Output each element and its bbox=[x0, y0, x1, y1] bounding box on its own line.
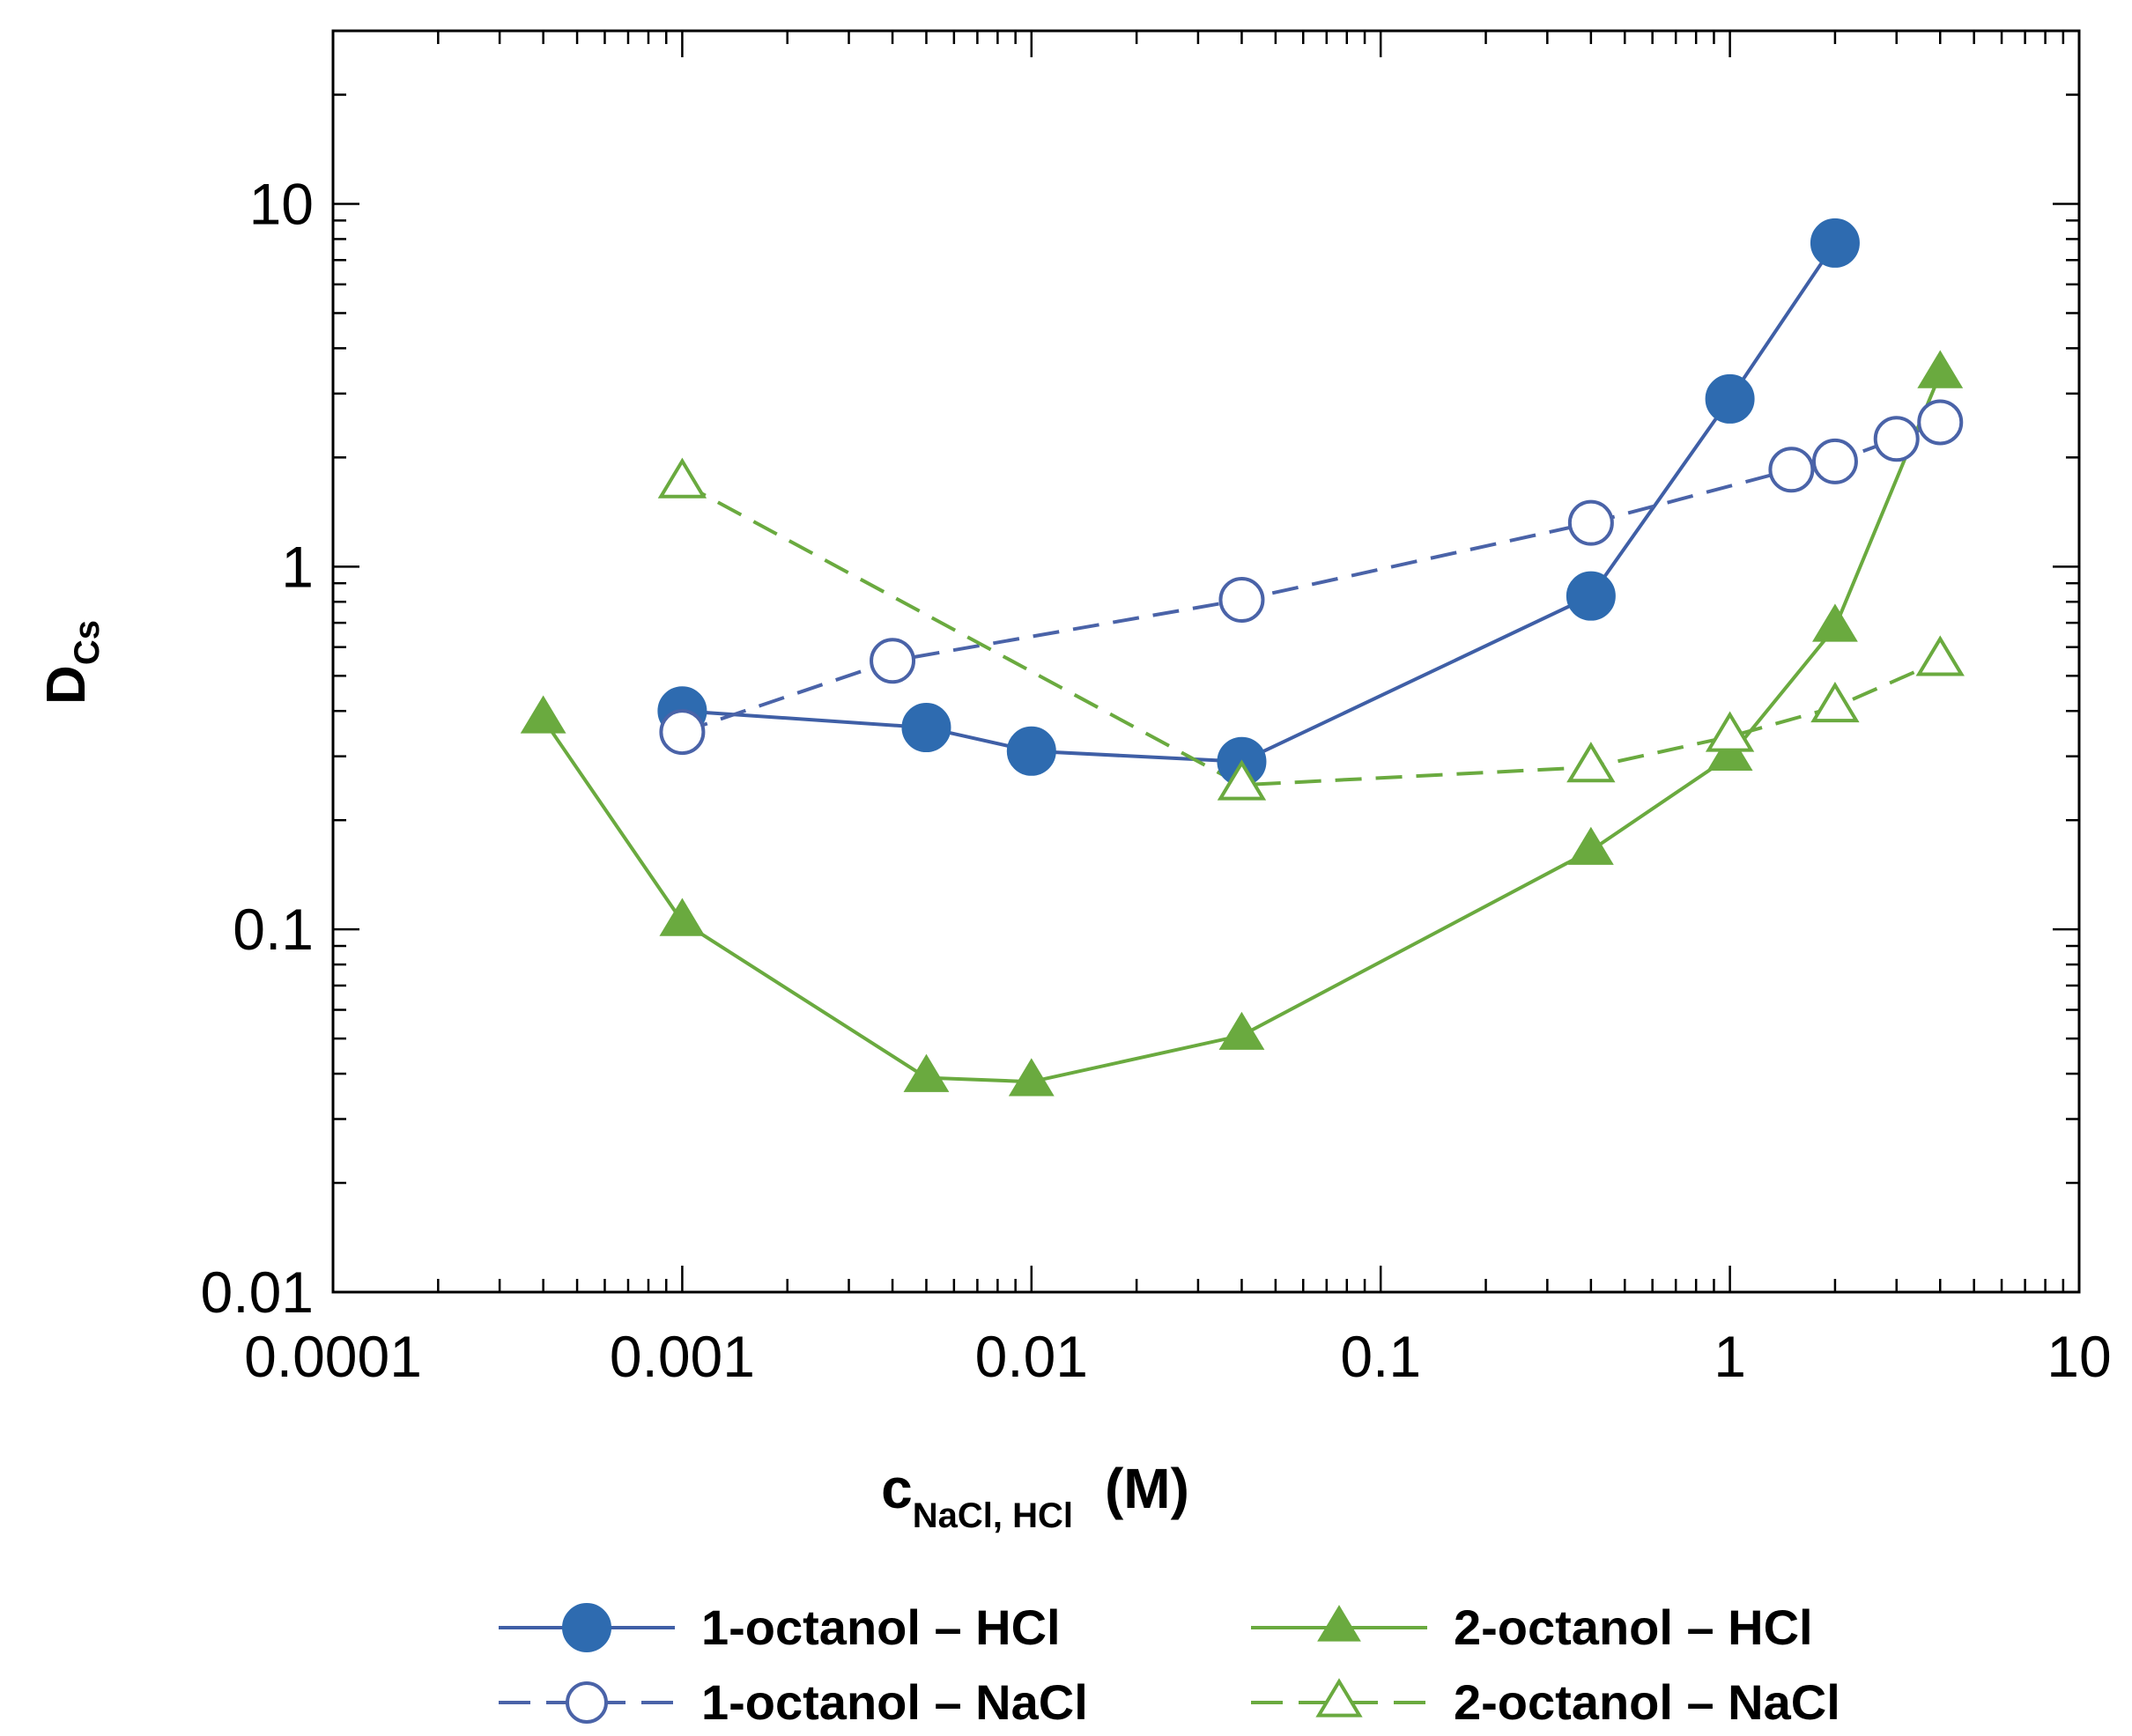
data-point bbox=[657, 457, 707, 499]
y-tick-label: 1 bbox=[281, 534, 314, 599]
x-tick-label: 0.0001 bbox=[244, 1324, 422, 1389]
data-point bbox=[1705, 373, 1755, 424]
data-point bbox=[1810, 218, 1860, 268]
data-point bbox=[1567, 826, 1614, 865]
data-point bbox=[1008, 1058, 1055, 1097]
data-point bbox=[1706, 732, 1753, 771]
data-point bbox=[1567, 499, 1614, 546]
data-point bbox=[1218, 1011, 1265, 1050]
plot-frame bbox=[331, 29, 2081, 1294]
x-tick-label: 1 bbox=[1714, 1324, 1746, 1389]
y-axis-title-main: D bbox=[36, 665, 97, 705]
series-line-2 bbox=[681, 420, 1941, 734]
data-point bbox=[1768, 447, 1815, 493]
data-point bbox=[903, 1053, 950, 1092]
y-tick-label: 0.1 bbox=[233, 897, 314, 962]
y-tick-label: 10 bbox=[249, 171, 314, 236]
y-tick-label: 0.01 bbox=[201, 1260, 314, 1325]
legend-marker bbox=[1317, 1605, 1361, 1642]
x-axis-title: cNaCl, HCl (M) bbox=[881, 1457, 1189, 1535]
data-point bbox=[1915, 635, 1965, 676]
x-tick-label: 0.01 bbox=[975, 1324, 1088, 1389]
x-tick-label: 0.1 bbox=[1340, 1324, 1421, 1389]
data-point bbox=[520, 695, 566, 734]
data-point bbox=[1705, 711, 1755, 752]
data-point bbox=[1917, 350, 1964, 388]
data-point bbox=[870, 638, 916, 684]
data-point bbox=[659, 709, 706, 756]
x-tick-label: 10 bbox=[2047, 1324, 2111, 1389]
data-point bbox=[1812, 603, 1858, 642]
data-point bbox=[1566, 742, 1616, 783]
data-point bbox=[1873, 416, 1920, 462]
legend-marker bbox=[562, 1603, 611, 1652]
svg-text:DCs: DCs bbox=[36, 620, 107, 705]
tick-labels: 0.0001 0.001 0.01 0.1 1 10 0.01 0.1 1 10 bbox=[201, 171, 2112, 1389]
series-line-4 bbox=[681, 481, 1942, 787]
data-point bbox=[1917, 399, 1964, 446]
y-axis-title: DCs bbox=[36, 620, 107, 705]
data-point bbox=[659, 898, 706, 936]
x-axis-title-sub: NaCl, HCl bbox=[913, 1496, 1073, 1535]
series-markers bbox=[520, 218, 1965, 1097]
legend-label: 2-octanol – NaCl bbox=[1454, 1674, 1840, 1730]
data-point bbox=[1811, 438, 1858, 484]
legend-label: 1-octanol – HCl bbox=[701, 1599, 1061, 1655]
data-point bbox=[1810, 681, 1860, 723]
y-axis-title-sub: Cs bbox=[68, 620, 107, 665]
series-lines bbox=[542, 241, 1943, 1084]
data-point bbox=[901, 703, 951, 753]
svg-text:cNaCl, HCl(M): cNaCl, HCl (M) bbox=[881, 1457, 1189, 1535]
series-line-1 bbox=[682, 241, 1837, 764]
x-axis-title-unit: (M) bbox=[1105, 1457, 1189, 1520]
data-point bbox=[1217, 759, 1267, 801]
x-axis-title-main: c bbox=[881, 1457, 913, 1520]
legend-label: 2-octanol – HCl bbox=[1454, 1599, 1813, 1655]
legend-marker bbox=[1315, 1678, 1363, 1718]
data-point bbox=[1566, 571, 1616, 621]
legend-marker bbox=[566, 1681, 608, 1724]
legend-label: 1-octanol – NaCl bbox=[701, 1674, 1088, 1730]
data-point bbox=[1218, 577, 1265, 624]
axis-ticks bbox=[331, 29, 2081, 1294]
data-point bbox=[1006, 726, 1056, 776]
legend: 1-octanol – HCl 2-octanol – HCl 1-octanol … bbox=[499, 1599, 1840, 1730]
x-tick-label: 0.001 bbox=[610, 1324, 755, 1389]
